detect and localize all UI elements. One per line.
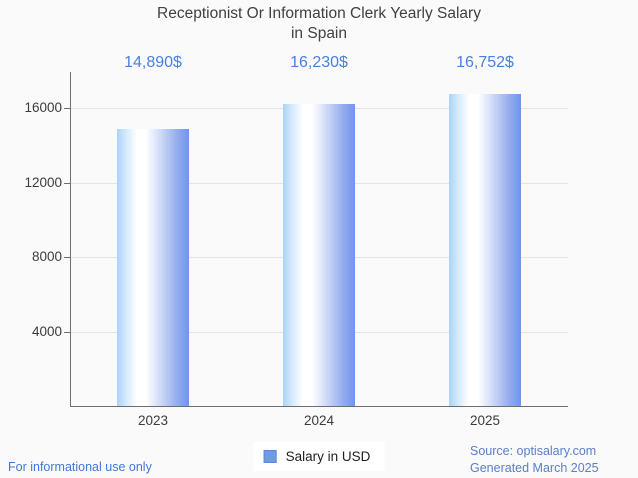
legend-swatch-icon: [263, 450, 277, 463]
x-axis-label-2024: 2024: [303, 413, 335, 428]
y-tick-4000: [64, 332, 70, 333]
bar-2024: [283, 103, 355, 406]
legend-label: Salary in USD: [285, 449, 371, 464]
disclaimer-text: For informational use only: [8, 460, 152, 474]
legend: Salary in USD: [253, 442, 385, 471]
y-axis-label-8000: 8000: [31, 249, 62, 264]
chart-title: Receptionist Or Information Clerk Yearly…: [0, 4, 638, 44]
chart-title-line1: Receptionist Or Information Clerk Yearly…: [157, 5, 481, 22]
source-text: Source: optisalary.com: [470, 444, 597, 458]
bar-2025: [449, 94, 521, 406]
chart-title-line2: in Spain: [290, 25, 347, 42]
y-tick-12000: [64, 183, 70, 184]
bar-value-label-2023: 14,890$: [124, 54, 182, 71]
y-axis-label-12000: 12000: [24, 175, 62, 190]
generated-text: Generated March 2025: [470, 461, 599, 475]
bar-value-label-2025: 16,752$: [456, 54, 514, 71]
x-axis-label-2025: 2025: [469, 413, 501, 428]
y-axis-line: [70, 72, 71, 407]
y-axis-label-4000: 4000: [31, 324, 62, 339]
bar-2023: [117, 128, 189, 406]
x-axis-line: [70, 406, 568, 407]
y-tick-16000: [64, 108, 70, 109]
y-axis-label-16000: 16000: [24, 100, 62, 115]
source-attribution: Source: optisalary.com Generated March 2…: [470, 443, 599, 477]
bar-value-label-2024: 16,230$: [290, 54, 348, 71]
y-tick-8000: [64, 257, 70, 258]
x-axis-label-2023: 2023: [137, 413, 169, 428]
